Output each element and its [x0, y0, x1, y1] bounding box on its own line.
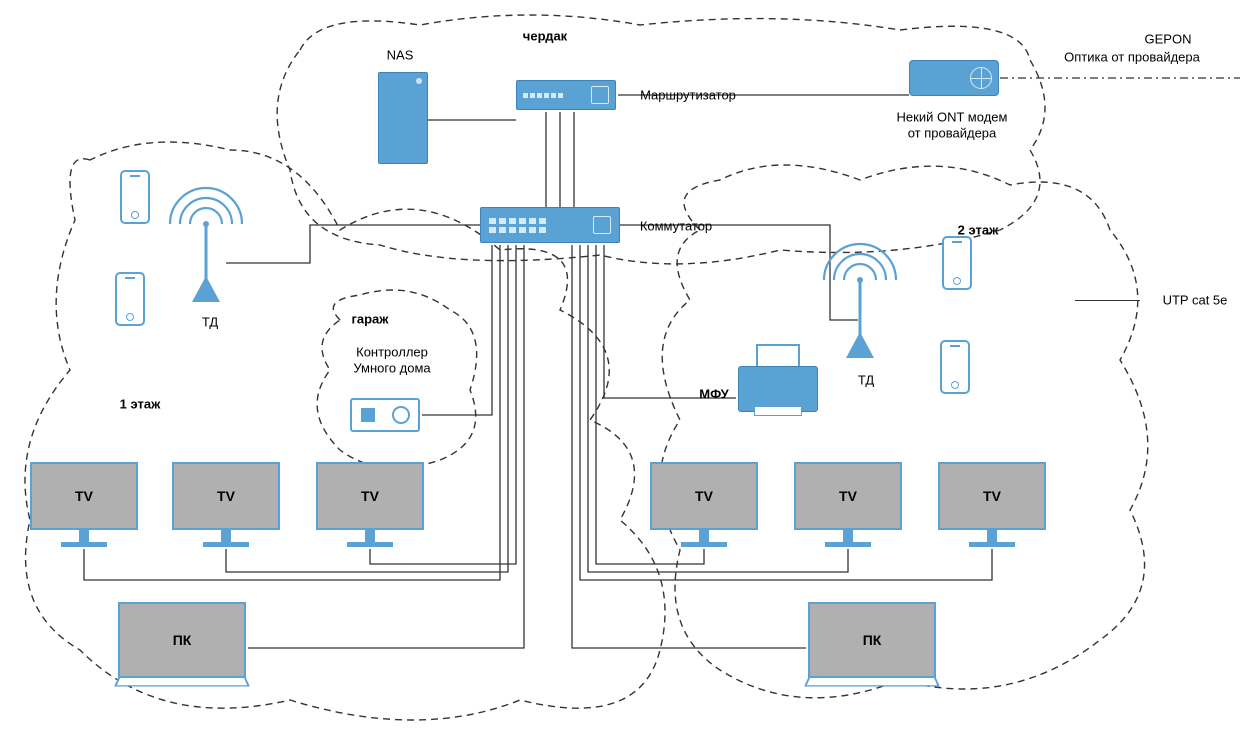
printer-device	[738, 352, 818, 412]
edge-switch-pc2	[572, 245, 806, 648]
edge-switch-ap2	[620, 225, 858, 320]
router-device	[516, 80, 616, 110]
controller-label: КонтроллерУмного дома	[332, 344, 452, 375]
tv2-label: TV	[172, 462, 280, 530]
diagram-canvas: { "canvas": { "width": 1256, "height": 7…	[0, 0, 1256, 741]
tv4-label: TV	[650, 462, 758, 530]
ap2-label: ТД	[858, 373, 874, 388]
access-point-2	[824, 244, 896, 358]
tv5-device: TV	[794, 462, 902, 547]
legend-utp-label: UTP cat 5e	[1163, 293, 1228, 308]
tv5-label: TV	[794, 462, 902, 530]
legend-utp-line	[1075, 300, 1140, 301]
pc2-label: ПК	[808, 602, 936, 678]
printer-label: МФУ	[699, 387, 729, 402]
access-point-1	[170, 188, 242, 302]
tv2-device: TV	[172, 462, 280, 547]
phone2a-device	[942, 236, 972, 290]
tv4-device: TV	[650, 462, 758, 547]
edge-switch-tv1	[84, 245, 500, 580]
phone2b-device	[940, 340, 970, 394]
phone1a-device	[120, 170, 150, 224]
gepon-label: GEPON	[1145, 32, 1192, 47]
ont-label: Некий ONT модемот провайдера	[867, 109, 1037, 140]
switch-label: Коммутатор	[640, 219, 712, 234]
zone-label-floor2: 2 этаж	[958, 223, 999, 238]
switch-device	[480, 207, 620, 243]
tv3-label: TV	[316, 462, 424, 530]
zone-garage	[317, 290, 477, 468]
phone1b-device	[115, 272, 145, 326]
edge-switch-printer	[604, 245, 736, 398]
zone-label-garage: гараж	[351, 312, 388, 327]
edge-switch-controller	[422, 245, 492, 415]
zone-label-floor1: 1 этаж	[120, 397, 161, 412]
ont-device	[909, 60, 999, 96]
pc1-label: ПК	[118, 602, 246, 678]
edge-switch-pc1	[248, 245, 524, 648]
pc2-device: ПК	[808, 602, 936, 692]
edge-switch-ap1	[226, 225, 480, 263]
fiber-label: Оптика от провайдера	[1064, 50, 1200, 65]
tv1-device: TV	[30, 462, 138, 547]
controller-device	[350, 398, 420, 432]
zone-label-attic: чердак	[523, 29, 567, 44]
router-label: Маршрутизатор	[640, 88, 736, 103]
tv6-label: TV	[938, 462, 1046, 530]
tv3-device: TV	[316, 462, 424, 547]
nas-device	[378, 72, 428, 164]
tv1-label: TV	[30, 462, 138, 530]
pc1-device: ПК	[118, 602, 246, 692]
nas-label: NAS	[387, 48, 414, 63]
tv6-device: TV	[938, 462, 1046, 547]
ap1-label: ТД	[202, 315, 218, 330]
